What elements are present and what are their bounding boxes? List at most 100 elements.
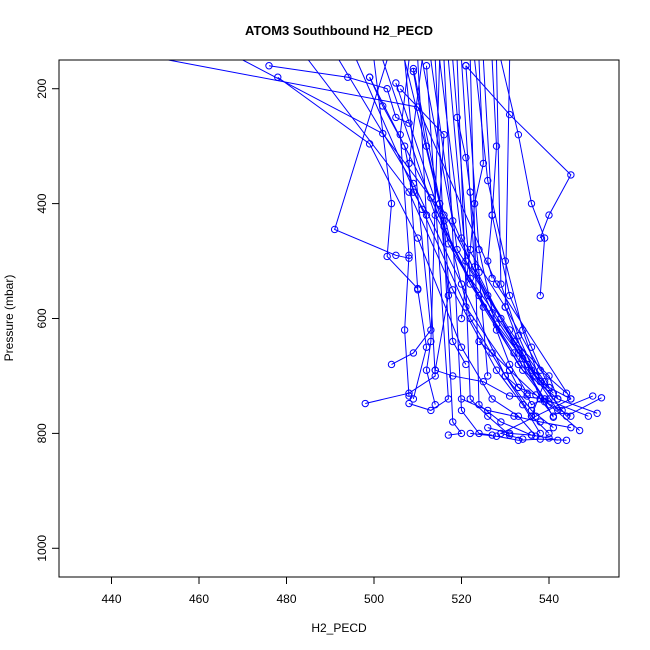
data-point <box>466 188 474 196</box>
data-point <box>457 314 466 323</box>
data-point <box>409 188 418 196</box>
profile-line-25 <box>434 60 463 436</box>
data-point <box>444 291 453 300</box>
data-point <box>545 383 553 392</box>
data-point <box>505 291 514 300</box>
profile-line-9 <box>404 60 593 412</box>
data-point <box>400 326 409 334</box>
x-tick-label: 500 <box>364 592 384 606</box>
data-point <box>597 394 606 402</box>
profile-line-19 <box>482 60 550 388</box>
data-point <box>466 245 474 254</box>
profile-line-37 <box>461 60 484 319</box>
data-point <box>479 377 488 386</box>
x-axis-label: H2_PECD <box>311 621 367 635</box>
data-point <box>536 435 544 443</box>
data-point <box>387 360 396 369</box>
data-point <box>405 188 413 196</box>
data-point <box>457 395 466 403</box>
data-point <box>532 391 540 399</box>
data-point <box>457 406 466 415</box>
data-point <box>392 79 400 87</box>
plot-frame <box>58 59 620 578</box>
data-point <box>501 372 509 380</box>
data-point <box>505 360 514 369</box>
data-point <box>575 426 584 435</box>
data-point <box>567 412 575 420</box>
data-point <box>540 234 549 242</box>
x-tick-label: 540 <box>539 592 559 606</box>
profile-line-21 <box>504 60 572 417</box>
profile-line-15 <box>452 60 559 400</box>
data-point <box>427 406 435 415</box>
data-point <box>431 400 439 409</box>
data-point <box>479 159 488 168</box>
data-point <box>274 73 282 81</box>
data-point <box>449 418 457 426</box>
data-point <box>392 113 400 122</box>
data-point <box>470 199 479 208</box>
profile-line-16 <box>461 60 554 418</box>
data-point <box>379 102 387 110</box>
profile-line-42 <box>268 65 410 124</box>
data-point <box>497 280 505 288</box>
y-axis-label: Pressure (mbar) <box>2 275 16 362</box>
data-point <box>466 395 474 403</box>
profile-line-30 <box>408 60 428 400</box>
data-point <box>475 245 483 254</box>
chart-title: ATOM3 Southbound H2_PECD <box>245 23 433 38</box>
data-point <box>562 389 571 397</box>
data-point <box>484 406 492 415</box>
data-point <box>488 349 496 357</box>
profile-line-32 <box>334 60 410 259</box>
data-point <box>440 217 448 225</box>
data-point <box>545 395 553 403</box>
data-point <box>558 406 566 415</box>
data-point <box>431 366 439 374</box>
y-tick-label: 1000 <box>35 535 49 562</box>
data-point <box>457 429 466 438</box>
x-axis: 440 460 480 500 520 540 <box>101 577 559 606</box>
data-point <box>519 400 527 409</box>
data-point <box>514 130 523 139</box>
data-point <box>484 257 492 265</box>
profile-line-43 <box>435 369 550 400</box>
y-tick-label: 200 <box>35 78 49 98</box>
data-point <box>484 372 492 380</box>
data-point <box>492 366 501 374</box>
data-point <box>536 234 544 242</box>
profile-line-48 <box>478 341 537 396</box>
x-tick-label: 520 <box>451 592 471 606</box>
data-point <box>405 119 413 127</box>
profile-line-26 <box>443 60 493 436</box>
data-point <box>514 332 523 340</box>
data-point <box>545 434 553 442</box>
data-point <box>414 284 422 293</box>
data-point <box>505 392 514 400</box>
data-point <box>422 366 431 374</box>
data-point <box>501 303 509 311</box>
data-point <box>497 418 505 426</box>
profile-line-7 <box>382 60 580 431</box>
data-point <box>532 372 540 380</box>
profile-line-2 <box>277 76 537 437</box>
data-point <box>330 225 339 234</box>
data-point <box>365 73 374 81</box>
data-point <box>405 392 413 400</box>
data-point <box>484 423 492 432</box>
data-point <box>422 142 431 150</box>
data-point <box>466 429 474 438</box>
data-point <box>427 337 435 346</box>
data-point <box>449 372 457 380</box>
data-point <box>545 429 553 438</box>
data-point <box>593 409 601 417</box>
data-point <box>536 377 544 386</box>
data-point <box>492 326 501 334</box>
x-tick-label: 460 <box>189 592 209 606</box>
profile-line-44 <box>461 398 571 429</box>
data-point <box>422 211 431 219</box>
data-point <box>361 399 369 408</box>
data-point <box>475 429 483 438</box>
data-point <box>422 343 431 351</box>
